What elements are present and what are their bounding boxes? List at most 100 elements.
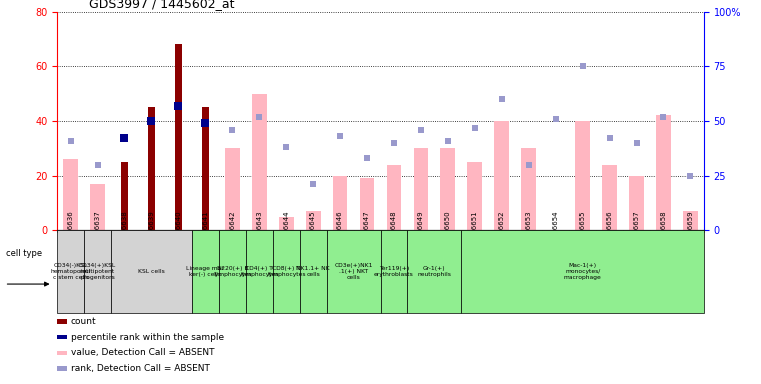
Text: GSM686644: GSM686644 bbox=[283, 210, 289, 253]
Bar bbox=[148, 107, 155, 230]
Bar bbox=[202, 107, 209, 230]
Bar bbox=[192, 230, 219, 313]
Bar bbox=[90, 184, 105, 230]
Text: GSM686638: GSM686638 bbox=[122, 210, 127, 253]
Bar bbox=[623, 230, 650, 232]
Bar bbox=[57, 335, 67, 339]
Bar bbox=[354, 230, 380, 232]
Bar bbox=[380, 230, 407, 313]
Bar bbox=[219, 230, 246, 313]
Bar bbox=[57, 366, 67, 371]
Text: GSM686658: GSM686658 bbox=[661, 210, 667, 253]
Bar bbox=[300, 230, 326, 313]
Bar bbox=[569, 230, 596, 232]
Bar bbox=[279, 217, 294, 230]
Text: GSM686639: GSM686639 bbox=[148, 210, 154, 253]
Bar bbox=[84, 230, 111, 232]
Text: GSM686652: GSM686652 bbox=[498, 210, 505, 253]
Bar bbox=[333, 176, 348, 230]
Text: GSM686655: GSM686655 bbox=[580, 210, 586, 253]
Text: Lineage mar
ker(-) cells: Lineage mar ker(-) cells bbox=[186, 266, 224, 277]
Text: Ter119(+)
erythroblasts: Ter119(+) erythroblasts bbox=[374, 266, 414, 277]
Text: GSM686648: GSM686648 bbox=[391, 210, 397, 253]
Bar bbox=[300, 230, 326, 232]
Text: GSM686646: GSM686646 bbox=[337, 210, 343, 253]
Text: rank, Detection Call = ABSENT: rank, Detection Call = ABSENT bbox=[71, 364, 209, 373]
Bar bbox=[380, 230, 407, 232]
Text: CD34(-)KSL
hematopoieti
c stem cells: CD34(-)KSL hematopoieti c stem cells bbox=[50, 263, 91, 280]
Bar bbox=[57, 230, 84, 313]
Bar bbox=[407, 230, 461, 313]
Bar bbox=[387, 165, 401, 230]
Bar bbox=[650, 230, 677, 232]
Bar bbox=[326, 230, 380, 313]
Bar bbox=[596, 230, 623, 232]
Bar bbox=[224, 148, 240, 230]
Bar bbox=[84, 230, 111, 313]
Text: GSM686657: GSM686657 bbox=[634, 210, 639, 253]
Text: CD4(+) T
lymphocytes: CD4(+) T lymphocytes bbox=[240, 266, 279, 277]
Text: GSM686645: GSM686645 bbox=[310, 210, 316, 253]
Bar bbox=[57, 230, 84, 232]
Text: B220(+) B
lymphocytes: B220(+) B lymphocytes bbox=[213, 266, 252, 277]
Text: GSM686636: GSM686636 bbox=[68, 210, 74, 253]
Bar bbox=[407, 230, 435, 232]
Bar bbox=[272, 230, 300, 232]
Text: GSM686653: GSM686653 bbox=[526, 210, 532, 253]
Bar bbox=[461, 230, 489, 232]
Text: GSM686650: GSM686650 bbox=[445, 210, 451, 253]
Bar bbox=[63, 159, 78, 230]
Bar bbox=[165, 230, 192, 232]
Bar bbox=[495, 121, 509, 230]
Text: GSM686642: GSM686642 bbox=[229, 210, 235, 253]
Bar bbox=[138, 230, 165, 232]
Bar bbox=[174, 44, 182, 230]
Text: percentile rank within the sample: percentile rank within the sample bbox=[71, 333, 224, 342]
Text: GSM686643: GSM686643 bbox=[256, 210, 263, 253]
Bar bbox=[543, 230, 569, 232]
Bar bbox=[461, 230, 704, 313]
Text: cell type: cell type bbox=[6, 249, 42, 258]
Bar bbox=[441, 148, 455, 230]
Bar bbox=[57, 351, 67, 355]
Text: CD34(+)KSL
multipotent
progenitors: CD34(+)KSL multipotent progenitors bbox=[79, 263, 116, 280]
Bar bbox=[111, 230, 138, 232]
Text: Gr-1(+)
neutrophils: Gr-1(+) neutrophils bbox=[418, 266, 451, 277]
Bar bbox=[219, 230, 246, 232]
Text: value, Detection Call = ABSENT: value, Detection Call = ABSENT bbox=[71, 348, 214, 357]
Bar bbox=[515, 230, 543, 232]
Bar bbox=[413, 148, 428, 230]
Bar bbox=[326, 230, 354, 232]
Bar bbox=[192, 230, 219, 232]
Bar bbox=[575, 121, 590, 230]
Bar bbox=[360, 179, 374, 230]
Bar bbox=[111, 230, 192, 313]
Bar bbox=[683, 211, 698, 230]
Text: NK1.1+ NK
cells: NK1.1+ NK cells bbox=[296, 266, 330, 277]
Bar bbox=[435, 230, 461, 232]
Text: GSM686654: GSM686654 bbox=[552, 210, 559, 253]
Bar bbox=[306, 211, 320, 230]
Text: CD8(+) T
lymphocytes: CD8(+) T lymphocytes bbox=[267, 266, 305, 277]
Bar bbox=[57, 319, 67, 324]
Bar bbox=[246, 230, 272, 313]
Text: Mac-1(+)
monocytes/
macrophage: Mac-1(+) monocytes/ macrophage bbox=[564, 263, 601, 280]
Bar bbox=[629, 176, 644, 230]
Text: KSL cells: KSL cells bbox=[138, 269, 165, 274]
Bar bbox=[521, 148, 537, 230]
Bar bbox=[121, 162, 128, 230]
Bar bbox=[246, 230, 272, 232]
Text: GSM686651: GSM686651 bbox=[472, 210, 478, 253]
Text: GSM686641: GSM686641 bbox=[202, 210, 209, 253]
Bar bbox=[252, 94, 266, 230]
Bar bbox=[656, 116, 671, 230]
Bar bbox=[602, 165, 617, 230]
Text: GSM686640: GSM686640 bbox=[175, 210, 181, 253]
Text: count: count bbox=[71, 317, 97, 326]
Text: GSM686647: GSM686647 bbox=[364, 210, 370, 253]
Text: GSM686649: GSM686649 bbox=[418, 210, 424, 253]
Text: GDS3997 / 1445602_at: GDS3997 / 1445602_at bbox=[90, 0, 235, 10]
Bar bbox=[467, 162, 482, 230]
Text: CD3e(+)NK1
.1(+) NKT
cells: CD3e(+)NK1 .1(+) NKT cells bbox=[334, 263, 373, 280]
Text: GSM686656: GSM686656 bbox=[607, 210, 613, 253]
